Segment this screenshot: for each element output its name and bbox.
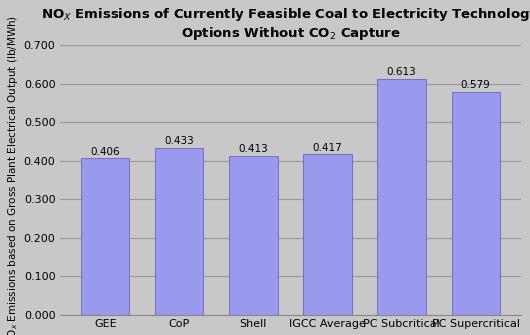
Bar <box>81 158 129 315</box>
Text: 0.417: 0.417 <box>313 143 342 153</box>
Text: 0.433: 0.433 <box>164 136 195 146</box>
Text: 0.613: 0.613 <box>387 67 417 77</box>
Text: 0.413: 0.413 <box>238 144 268 154</box>
Y-axis label: NO$_x$ Emissions based on Gross Plant Electrical Output (lb/MWh): NO$_x$ Emissions based on Gross Plant El… <box>5 15 20 335</box>
Bar <box>452 92 500 315</box>
Text: 0.406: 0.406 <box>91 147 120 157</box>
Title: NO$_X$ Emissions of Currently Feasible Coal to Electricity Technology
Options Wi: NO$_X$ Emissions of Currently Feasible C… <box>41 6 530 42</box>
Bar <box>303 154 351 315</box>
Text: 0.579: 0.579 <box>461 80 490 90</box>
Bar <box>377 79 426 315</box>
Bar <box>229 156 278 315</box>
Bar <box>155 148 204 315</box>
